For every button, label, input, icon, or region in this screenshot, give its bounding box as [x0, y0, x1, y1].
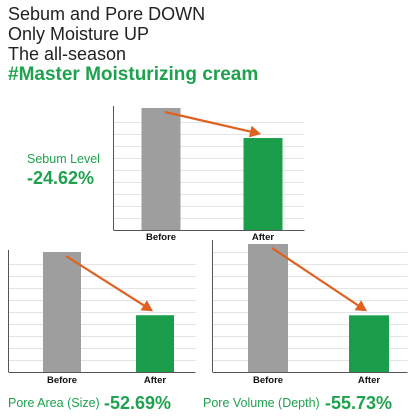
pore-area-change: -52.69% [104, 393, 172, 413]
after-tick-label: After [144, 375, 166, 386]
sebum-level-chart: Before After [113, 106, 305, 243]
trend-arrow-head [140, 300, 153, 312]
headline-hashtag: #Master Moisturizing cream [8, 64, 259, 85]
before-tick-label: Before [146, 232, 176, 243]
after-tick-label: After [358, 375, 380, 386]
after-bar [243, 138, 283, 230]
pore-volume-chart: Before After [212, 240, 408, 386]
headline-line-2: Only Moisture UP [8, 24, 150, 44]
pore-volume-label: Pore Volume (Depth) [203, 396, 320, 410]
before-bar [43, 252, 81, 372]
sebum-level-label: Sebum Level [27, 152, 100, 166]
trend-arrow-line [271, 247, 359, 307]
trend-arrow-line [65, 255, 145, 307]
after-bar [349, 315, 389, 372]
after-bar [136, 315, 174, 372]
sebum-level-change: -24.62% [27, 168, 95, 188]
pore-volume-change: -55.73% [325, 393, 393, 413]
before-tick-label: Before [253, 375, 283, 386]
trend-arrow-head [248, 125, 261, 138]
headline-line-1: Sebum and Pore DOWN [8, 4, 206, 24]
before-bar [248, 244, 288, 372]
headline: Sebum and Pore DOWN Only Moisture UP The… [8, 4, 258, 85]
after-tick-label: After [252, 232, 274, 243]
pore-area-label: Pore Area (Size) [8, 396, 100, 410]
before-tick-label: Before [47, 375, 77, 386]
trend-arrow-head [354, 300, 367, 312]
trend-arrow-line [164, 110, 251, 133]
headline-line-3: The all-season [8, 44, 127, 64]
pore-area-chart: Before After [8, 250, 196, 386]
before-bar [141, 108, 181, 230]
